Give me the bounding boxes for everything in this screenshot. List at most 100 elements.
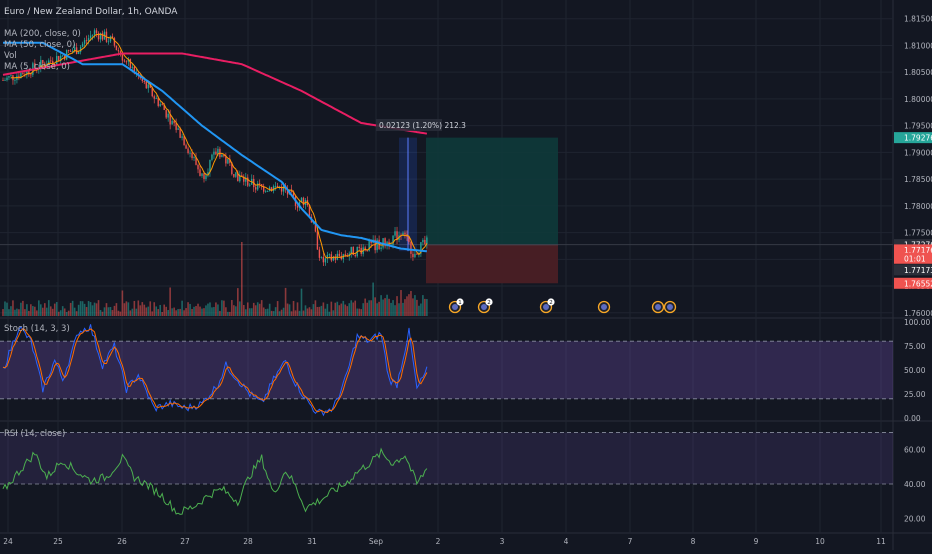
candle-body (370, 240, 372, 243)
volume-bar (344, 304, 347, 316)
rsi-tick-label: 40.00 (904, 480, 926, 489)
volume-bar (195, 306, 197, 316)
volume-bar (336, 301, 339, 316)
volume-bar (233, 305, 235, 316)
volume-bar (89, 302, 92, 316)
volume-bar (125, 301, 128, 316)
volume-bar (81, 301, 84, 316)
legend-ma50[interactable]: MA (50, close, 0) (4, 40, 75, 50)
volume-bar (121, 290, 124, 316)
measure-tooltip-bg (376, 119, 442, 131)
candle-body (223, 154, 225, 157)
axes: 1.81500 1.81000 1.80500 1.80000 1.79500 1.790… (3, 15, 932, 546)
position-target-zone (426, 137, 558, 245)
candle-body (81, 43, 84, 47)
volume-bar (332, 310, 335, 316)
volume-bar (237, 288, 239, 316)
event-markers[interactable]: 1 2 2 (448, 298, 677, 314)
volume-bar (402, 302, 404, 316)
candle-body (77, 51, 80, 54)
candle-body (320, 257, 323, 258)
volume-bar (346, 306, 349, 316)
candle-body (111, 36, 114, 39)
volume-bar (372, 282, 374, 316)
price-tick-label: 1.76000 (904, 309, 932, 318)
legend-ma5[interactable]: MA (5, close, 0) (4, 62, 70, 72)
volume-bar (310, 309, 313, 316)
legend-ma200[interactable]: MA (200, close, 0) (4, 29, 81, 39)
time-axis-label: 25 (53, 537, 63, 546)
volume-bar (57, 311, 60, 316)
volume-bar (342, 300, 345, 316)
candle-body (217, 148, 219, 155)
candle-body (34, 63, 36, 69)
event-badge (547, 298, 555, 306)
candle-body (58, 56, 60, 61)
symbol-title[interactable]: Euro / New Zealand Dollar, 1h, OANDA (4, 7, 178, 17)
volume-bar (12, 300, 14, 316)
candle-body (243, 176, 245, 182)
candle-body (392, 235, 394, 245)
volume-bar (340, 303, 343, 316)
price-badge-label: 1.79276 (904, 134, 932, 143)
volume-bar (314, 300, 317, 316)
volume-bar (127, 302, 130, 316)
volume-bar (26, 304, 28, 316)
candle-body (308, 205, 311, 217)
volume-bar (266, 308, 269, 316)
candle-body (193, 157, 195, 159)
event-marker-flag (452, 304, 458, 310)
candle-body (394, 231, 396, 236)
candle-body (133, 66, 136, 74)
volume-bar (69, 302, 72, 316)
volume-bar (93, 302, 96, 316)
volume-bar (282, 307, 285, 316)
volume-bar (65, 311, 68, 316)
rsi-tick-label: 20.00 (904, 514, 926, 523)
candle-body (171, 120, 173, 125)
candle-body (107, 41, 110, 43)
candle-body (302, 197, 305, 206)
candle-body (368, 240, 370, 251)
stoch-tick-label: 75.00 (904, 342, 926, 351)
volume-bar (384, 298, 386, 316)
volume-bar (356, 308, 359, 316)
volume-bar (77, 304, 80, 316)
volume-bar (288, 304, 291, 316)
volume-bar (6, 302, 8, 316)
candle-body (334, 257, 337, 260)
price-badge-label: 1.77176 (904, 246, 932, 255)
volume-bar (149, 301, 152, 316)
volume-bar (143, 304, 146, 316)
candle-body (414, 253, 416, 258)
candle-body (89, 35, 92, 39)
candle-body (4, 80, 6, 81)
candle-body (316, 231, 319, 250)
volume-bar (404, 299, 406, 316)
candle-body (270, 187, 273, 191)
event-marker-flag (655, 304, 661, 310)
candle-body (376, 239, 378, 251)
candle-body (113, 38, 116, 46)
volume-bar (187, 302, 189, 316)
candle-body (163, 105, 165, 111)
volume-bar (91, 305, 94, 316)
legend-volume[interactable]: Vol (4, 51, 17, 61)
candle-body (40, 60, 42, 69)
rsi-title[interactable]: RSI (14, close) (4, 429, 65, 439)
volume-bar (159, 304, 162, 316)
candle-body (215, 151, 217, 155)
volume-bar (171, 308, 173, 316)
candle-body (6, 77, 8, 81)
time-axis-label: 26 (117, 537, 127, 546)
long-position-tool[interactable] (0, 137, 893, 284)
candle-body (197, 164, 199, 170)
volume-bar (179, 308, 181, 316)
stoch-tick-label: 25.00 (904, 390, 926, 399)
candle-body (264, 191, 267, 193)
candle-body (22, 72, 24, 75)
volume-bar (290, 311, 293, 316)
stoch-title[interactable]: Stoch (14, 3, 3) (4, 324, 70, 334)
